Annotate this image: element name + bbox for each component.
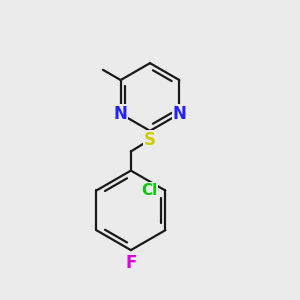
Text: S: S: [144, 131, 156, 149]
Text: Cl: Cl: [141, 183, 157, 198]
Text: N: N: [114, 105, 128, 123]
Text: F: F: [125, 254, 136, 272]
Text: N: N: [172, 105, 186, 123]
